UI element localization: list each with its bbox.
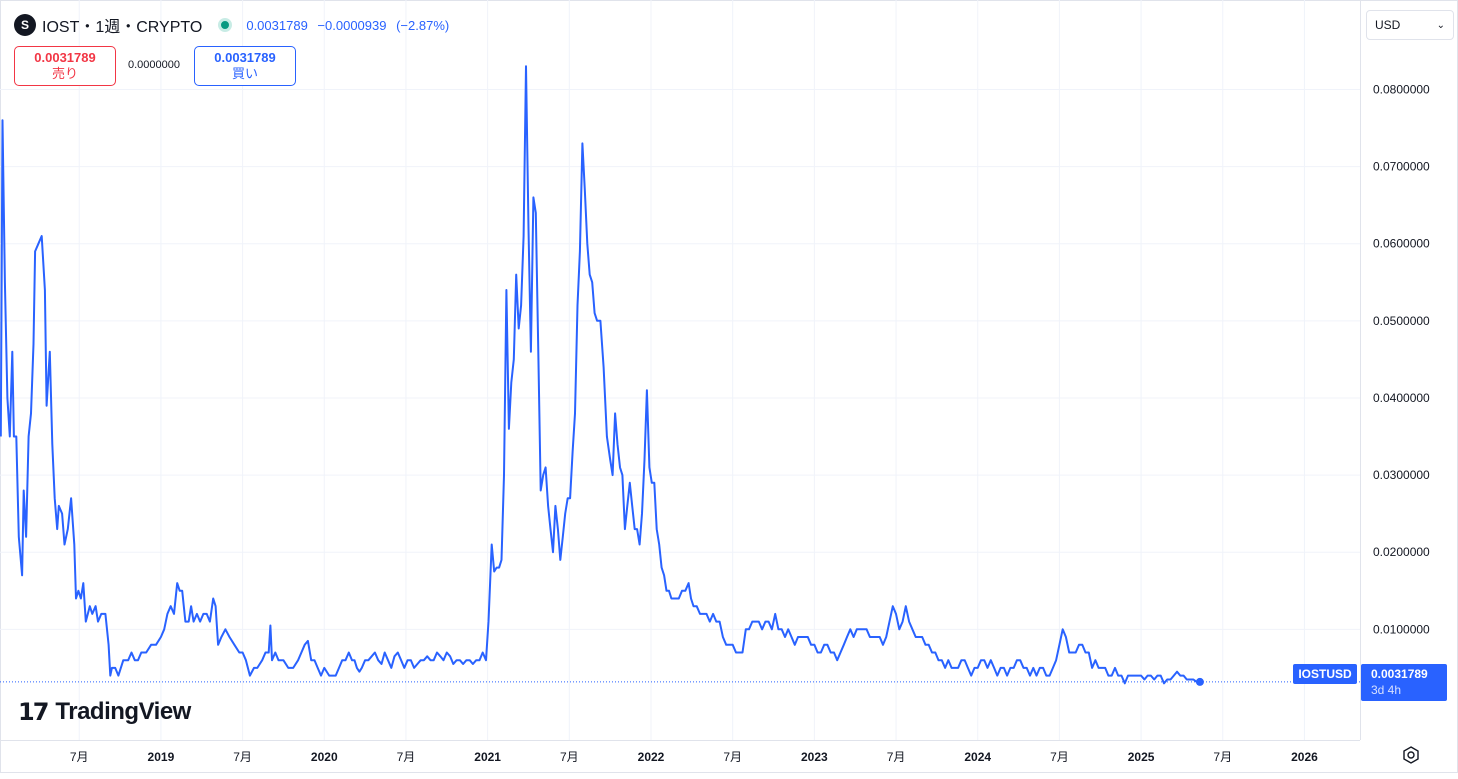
- y-tick-label: 0.0200000: [1373, 545, 1430, 559]
- last-point-marker: [1195, 677, 1204, 686]
- buy-price: 0.0031789: [214, 50, 276, 65]
- settings-gear-icon[interactable]: [1401, 745, 1421, 765]
- x-tick-label: 7月: [233, 750, 252, 764]
- time-scale[interactable]: 7月 2019 7月 2020 7月 2021 7月 2022 7月 2023 7月 2024 7月 20…: [0, 740, 1360, 774]
- chevron-down-icon: ⌄: [1436, 19, 1445, 31]
- last-price-tag: 0.0031789 3d 4h: [1361, 664, 1447, 701]
- price-scale-labels: 0.0100000 0.0200000 0.0300000 0.0400000 0.05…: [1373, 82, 1430, 636]
- sell-label: 売り: [51, 66, 78, 81]
- tradingview-wordmark: TradingView: [55, 698, 191, 725]
- sell-button[interactable]: 0.0031789 売り: [14, 46, 116, 86]
- symbol-title[interactable]: IOST・1週・CRYPTO: [42, 19, 203, 36]
- x-tick-label: 2021: [474, 750, 501, 764]
- y-tick-label: 0.0800000: [1373, 82, 1430, 96]
- x-tick-label: 7月: [1050, 750, 1069, 764]
- x-tick-label: 7月: [560, 750, 579, 764]
- x-tick-label: 2019: [148, 750, 175, 764]
- sell-price: 0.0031789: [34, 50, 96, 65]
- plot-area[interactable]: [0, 0, 1360, 740]
- tradingview-mark-icon: 17: [18, 698, 49, 726]
- y-tick-label: 0.0400000: [1373, 391, 1430, 405]
- iost-logo-icon: S: [14, 14, 36, 36]
- y-tick-label: 0.0600000: [1373, 237, 1430, 251]
- y-tick-label: 0.0700000: [1373, 160, 1430, 174]
- price-scale[interactable]: 0.0100000 0.0200000 0.0300000 0.0400000 0.05…: [1360, 0, 1458, 740]
- x-tick-label: 7月: [397, 750, 416, 764]
- x-tick-label: 7月: [887, 750, 906, 764]
- currency-select[interactable]: USD ⌄: [1366, 10, 1454, 40]
- x-tick-label: 7月: [70, 750, 89, 764]
- price-change-pct: (−2.87%): [396, 17, 450, 33]
- spread-value: 0.0000000: [128, 59, 180, 71]
- buy-button[interactable]: 0.0031789 買い: [194, 46, 296, 86]
- buy-label: 買い: [231, 66, 258, 81]
- symbol-price-tag: IOSTUSD: [1293, 664, 1357, 684]
- x-tick-label: 2026: [1291, 750, 1318, 764]
- last-price: 0.0031789: [246, 17, 308, 33]
- logo-letter: S: [20, 18, 29, 32]
- quote-values: 0.0031789 −0.0000939 (−2.87%): [246, 18, 455, 33]
- bar-countdown: 3d 4h: [1371, 683, 1402, 697]
- x-tick-label: 2023: [801, 750, 828, 764]
- price-change: −0.0000939: [317, 17, 387, 33]
- y-tick-label: 0.0300000: [1373, 468, 1430, 482]
- y-tick-label: 0.0100000: [1373, 622, 1430, 636]
- last-price-tag-value: 0.0031789: [1371, 667, 1428, 681]
- market-status-dot-icon[interactable]: [218, 18, 233, 32]
- x-tick-label: 7月: [723, 750, 742, 764]
- tradingview-logo[interactable]: 17 TradingView: [18, 698, 191, 726]
- price-series-line[interactable]: [0, 65, 1200, 685]
- x-tick-label: 2022: [638, 750, 665, 764]
- time-scale-labels: 7月 2019 7月 2020 7月 2021 7月 2022 7月 2023 7月 2024 7月 20…: [70, 750, 1318, 764]
- price-chart[interactable]: [0, 0, 1360, 740]
- y-tick-label: 0.0500000: [1373, 314, 1430, 328]
- currency-value: USD: [1375, 18, 1401, 32]
- symbol-header: S IOST・1週・CRYPTO 0.0031789 −0.0000939 (−…: [14, 12, 455, 38]
- x-tick-label: 2025: [1128, 750, 1155, 764]
- x-tick-label: 2020: [311, 750, 338, 764]
- x-tick-label: 7月: [1213, 750, 1232, 764]
- x-tick-label: 2024: [964, 750, 991, 764]
